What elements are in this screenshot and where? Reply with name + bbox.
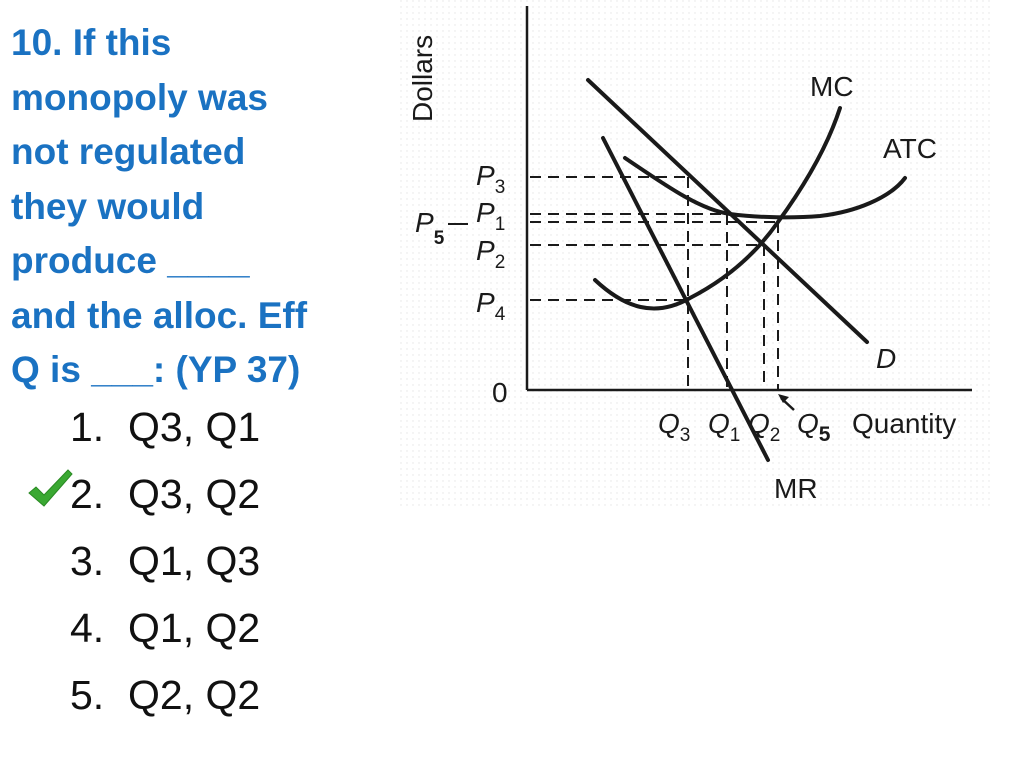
question-line: Q is ___: (YP 37)	[11, 349, 301, 390]
answer-option-4[interactable]: 4. Q1, Q2	[70, 595, 260, 662]
monopoly-diagram: Dollars Quantity 0 MC ATC D MR P3 P1 P5 …	[400, 0, 990, 510]
q2-label: Q2	[748, 408, 780, 446]
checkmark-icon	[28, 469, 73, 507]
demand-label: D	[876, 343, 896, 374]
option-text: Q2, Q2	[128, 672, 261, 718]
curves	[586, 78, 907, 462]
question-line: they would	[11, 185, 205, 227]
q5-label: Q5	[797, 408, 831, 446]
option-number: 1.	[70, 404, 105, 450]
mc-curve	[593, 106, 842, 311]
atc-curve	[623, 156, 907, 220]
question-line: 10. If this	[11, 22, 172, 63]
origin-label: 0	[492, 377, 508, 408]
mc-label: MC	[810, 71, 854, 102]
answer-option-1[interactable]: 1. Q3, Q1	[70, 394, 260, 461]
option-number: 3.	[70, 538, 105, 584]
mr-label: MR	[774, 473, 818, 504]
question-text: 10. If this monopoly was not regulated t…	[11, 16, 391, 398]
option-number: 4.	[70, 605, 105, 651]
answer-options: 1. Q3, Q1 2. Q3, Q2 3. Q1, Q3 4. Q1, Q2 …	[70, 394, 260, 729]
atc-label: ATC	[883, 133, 937, 164]
option-number: 2.	[70, 471, 105, 517]
p1-label: P1	[476, 197, 505, 235]
option-text: Q1, Q3	[128, 538, 261, 584]
question-line: not regulated	[11, 131, 246, 172]
question-line: produce ____	[11, 240, 250, 281]
answer-option-5[interactable]: 5. Q2, Q2	[70, 662, 260, 729]
q1-label: Q1	[708, 408, 740, 446]
demand-curve	[586, 78, 869, 344]
answer-option-2[interactable]: 2. Q3, Q2	[70, 461, 260, 528]
option-text: Q3, Q2	[128, 471, 261, 517]
dashed-guides	[530, 176, 779, 390]
option-text: Q1, Q2	[128, 605, 261, 651]
p2-label: P2	[476, 235, 505, 273]
q3-label: Q3	[658, 408, 690, 446]
diagram-background	[400, 0, 990, 510]
p4-label: P4	[476, 287, 506, 325]
x-axis-label: Quantity	[852, 408, 956, 439]
y-axis-label: Dollars	[407, 35, 438, 122]
p5-label: P5	[415, 207, 445, 249]
q5-arrowhead	[778, 394, 789, 403]
option-number: 5.	[70, 672, 105, 718]
question-line: and the alloc. Eff	[11, 294, 308, 336]
p3-label: P3	[476, 160, 505, 198]
question-line: monopoly was	[11, 76, 268, 118]
answer-option-3[interactable]: 3. Q1, Q3	[70, 528, 260, 595]
option-text: Q3, Q1	[128, 404, 261, 450]
